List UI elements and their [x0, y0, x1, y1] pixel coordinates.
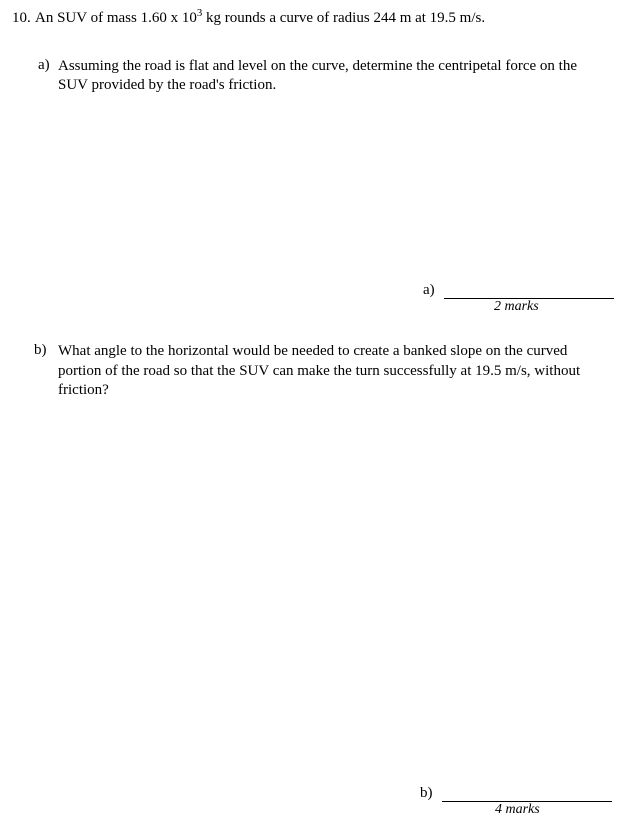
- part-a-label: a): [38, 57, 50, 74]
- part-b-answer-label: b): [420, 785, 433, 801]
- part-a-text: Assuming the road is flat and level on t…: [58, 57, 606, 95]
- part-a-answer-line: a): [423, 282, 614, 299]
- question-number: 10.: [12, 10, 31, 27]
- part-b-answer-line: b): [420, 785, 612, 802]
- part-a-marks: 2 marks: [494, 299, 539, 315]
- question-stem: An SUV of mass 1.60 x 103 kg rounds a cu…: [35, 10, 612, 27]
- part-b-marks: 4 marks: [495, 802, 540, 818]
- part-a-answer-label: a): [423, 282, 435, 298]
- part-b-label: b): [34, 342, 47, 359]
- part-b-text: What angle to the horizontal would be ne…: [58, 342, 608, 401]
